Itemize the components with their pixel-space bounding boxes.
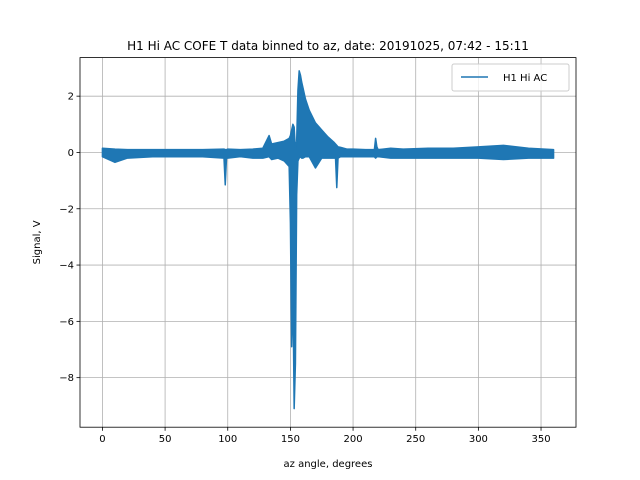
legend-box [451, 63, 570, 92]
x-tick-label: 350 [531, 434, 550, 445]
x-tick-label: 50 [159, 434, 172, 445]
x-tick-label: 150 [281, 434, 300, 445]
y-tick-label: −4 [59, 261, 74, 272]
legend-label: H1 Hi AC [503, 73, 547, 84]
y-tick-label: −8 [59, 373, 74, 384]
x-axis-label: az angle, degrees [284, 459, 373, 470]
y-axis-label: Signal, V [32, 220, 43, 264]
series-layer [101, 70, 555, 410]
series-line-envelope [101, 70, 555, 410]
y-tick-label: 2 [68, 92, 74, 103]
legend: H1 Hi AC [451, 63, 570, 92]
x-tick-label: 100 [218, 434, 237, 445]
x-tick-label: 0 [99, 434, 105, 445]
x-tick-label: 200 [344, 434, 363, 445]
x-tick-label: 300 [469, 434, 488, 445]
grid [80, 57, 576, 428]
y-tick-label: −2 [59, 204, 74, 215]
plot-frame [79, 57, 577, 428]
chart-title: H1 Hi AC COFE T data binned to az, date:… [127, 39, 529, 53]
y-tick-label: −6 [59, 317, 74, 328]
y-tick-label: 0 [68, 148, 74, 159]
x-tick-label: 250 [406, 434, 425, 445]
axis-ticks: 0 50 100 150 200 250 300 350 −8 −6 −4 −2 0 2 [59, 92, 550, 446]
